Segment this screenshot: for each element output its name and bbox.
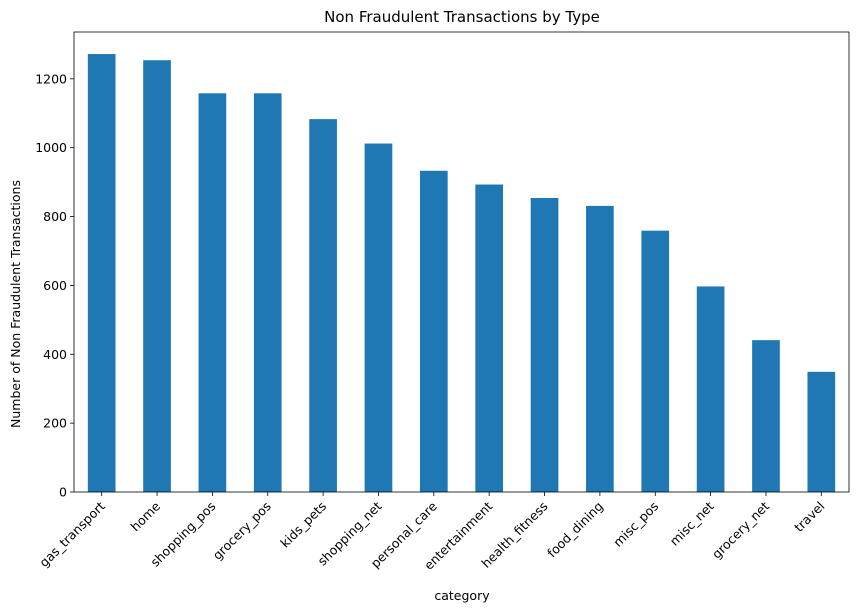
bar-shopping-pos: [198, 93, 227, 492]
y-axis: 0 200 400 600 800 1000 1200: [35, 71, 74, 500]
x-tick-label: grocery_net: [709, 498, 772, 561]
y-tick-label: 0: [59, 485, 67, 500]
y-tick-label: 400: [43, 347, 67, 362]
y-tick-label: 800: [43, 209, 67, 224]
bar-personal-care: [419, 170, 448, 492]
bar-travel: [807, 371, 836, 492]
y-axis-title: Number of Non Fraudulent Transactions: [8, 180, 23, 428]
bar-grocery-pos: [253, 93, 282, 492]
y-tick-label: 200: [43, 416, 67, 431]
x-tick-label: misc_net: [667, 498, 717, 548]
x-tick-label: misc_pos: [610, 499, 661, 550]
x-tick-label: home: [127, 498, 163, 534]
bar-health-fitness: [530, 197, 559, 492]
bar-misc-pos: [641, 230, 670, 493]
bar-grocery-net: [752, 340, 780, 492]
y-tick-label: 1000: [35, 140, 67, 155]
x-tick-label: kids_pets: [277, 499, 329, 551]
bar-shopping-net: [364, 143, 393, 492]
bar-kids-pets: [309, 119, 337, 493]
x-axis-title: category: [434, 588, 490, 603]
plot-area-border: [73, 31, 850, 493]
x-axis: gas_transport homeshopping_posgrocery_pos…: [36, 492, 827, 573]
x-tick-label: grocery_pos: [210, 499, 274, 563]
x-tick-label: food_dining: [544, 499, 606, 561]
bar-gas-transport: [87, 54, 116, 492]
bar-misc-net: [696, 286, 725, 492]
bar-food-dining: [586, 205, 614, 492]
plot-frame: [73, 31, 850, 493]
x-tick-label: gas_transport: [36, 498, 108, 570]
bars-group: [87, 54, 836, 493]
x-tick-label: travel: [791, 499, 827, 535]
chart-title: Non Fraudulent Transactions by Type: [324, 8, 600, 26]
bar-home: [143, 60, 171, 492]
bar-entertainment: [475, 184, 504, 492]
y-tick-label: 600: [43, 278, 67, 293]
y-tick-label: 1200: [35, 71, 67, 86]
